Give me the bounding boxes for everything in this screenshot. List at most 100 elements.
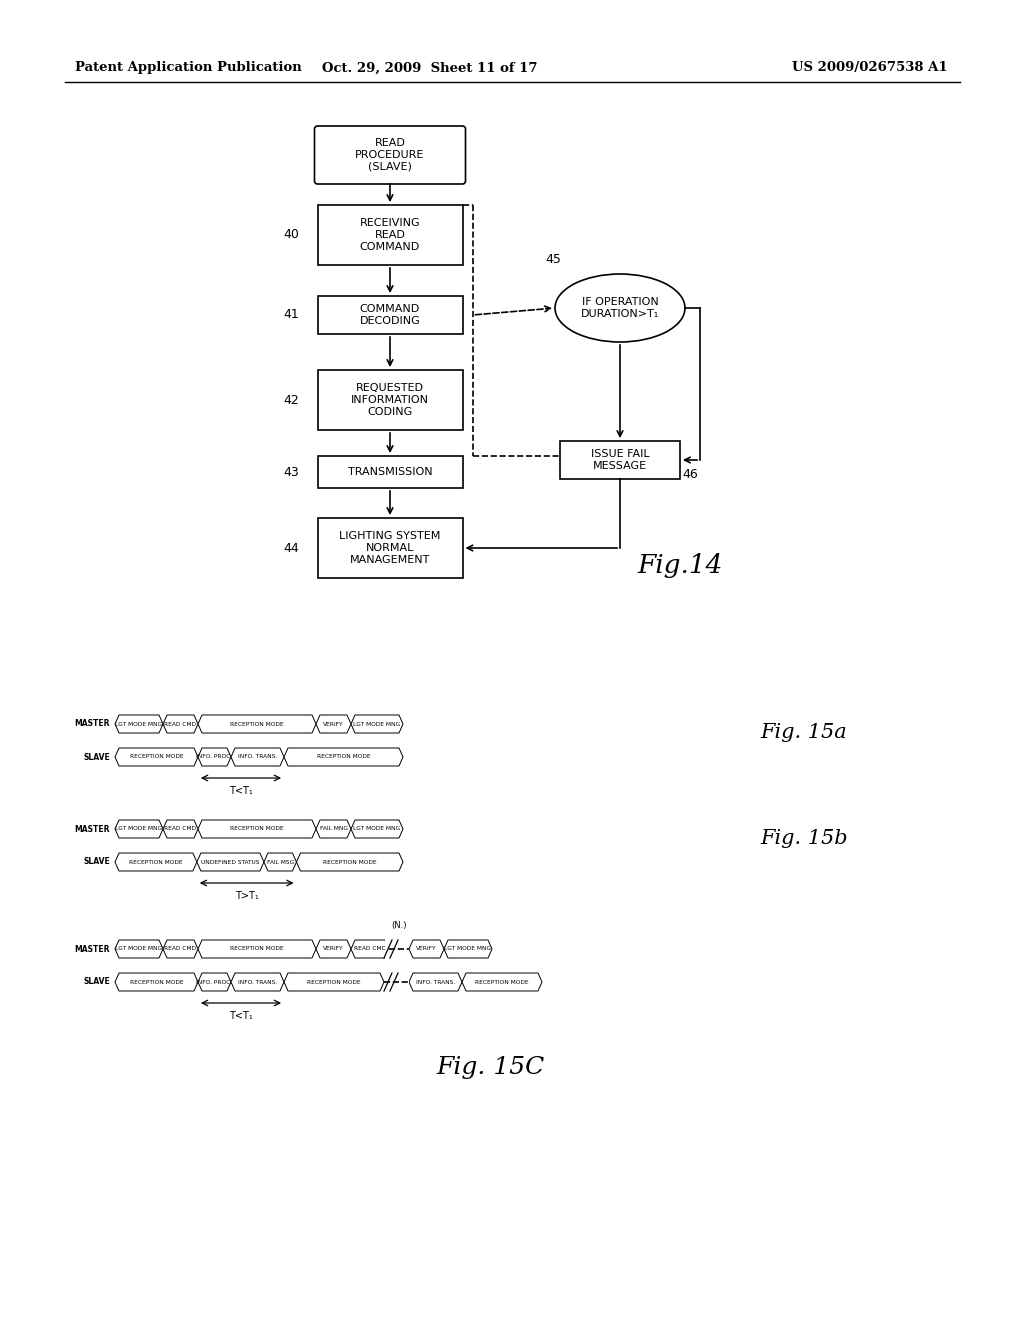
Polygon shape xyxy=(197,853,264,871)
Text: SLAVE: SLAVE xyxy=(83,978,110,986)
Text: MASTER: MASTER xyxy=(75,719,110,729)
Text: INFO. TRANS.: INFO. TRANS. xyxy=(238,755,278,759)
FancyBboxPatch shape xyxy=(317,296,463,334)
Polygon shape xyxy=(351,820,403,838)
Polygon shape xyxy=(284,748,403,766)
Polygon shape xyxy=(316,820,351,838)
Polygon shape xyxy=(284,973,384,991)
Text: INFO. TRANS.: INFO. TRANS. xyxy=(416,979,455,985)
Polygon shape xyxy=(462,973,542,991)
Text: RECEPTION MODE: RECEPTION MODE xyxy=(129,859,182,865)
Text: LGT MODE MNG: LGT MODE MNG xyxy=(116,946,163,952)
Text: (N.): (N.) xyxy=(391,921,407,931)
Text: LGT MODE MNG: LGT MODE MNG xyxy=(353,722,400,726)
Polygon shape xyxy=(115,820,163,838)
Polygon shape xyxy=(115,748,198,766)
Text: COMMAND
DECODING: COMMAND DECODING xyxy=(359,304,421,326)
Text: SLAVE: SLAVE xyxy=(83,752,110,762)
Text: VERIFY: VERIFY xyxy=(324,722,344,726)
Text: LGT MODE MNG: LGT MODE MNG xyxy=(444,946,492,952)
Ellipse shape xyxy=(555,275,685,342)
Text: RECEPTION MODE: RECEPTION MODE xyxy=(307,979,360,985)
Text: READ CMD: READ CMD xyxy=(165,946,197,952)
Text: UNDEFINED STATUS: UNDEFINED STATUS xyxy=(201,859,260,865)
Text: READ CMD: READ CMD xyxy=(165,826,197,832)
Text: MASTER: MASTER xyxy=(75,825,110,833)
Polygon shape xyxy=(115,853,197,871)
Polygon shape xyxy=(198,940,316,958)
Text: 43: 43 xyxy=(284,466,299,479)
Text: IF OPERATION
DURATION>T₁: IF OPERATION DURATION>T₁ xyxy=(581,297,659,319)
Polygon shape xyxy=(297,853,403,871)
Text: Fig. 15b: Fig. 15b xyxy=(760,829,848,847)
Text: 44: 44 xyxy=(284,541,299,554)
FancyBboxPatch shape xyxy=(385,972,409,993)
Text: LGT MODE MNG: LGT MODE MNG xyxy=(116,826,163,832)
Text: RECEIVING
READ
COMMAND: RECEIVING READ COMMAND xyxy=(359,218,420,252)
Polygon shape xyxy=(231,748,284,766)
Text: 46: 46 xyxy=(682,469,697,480)
Polygon shape xyxy=(115,940,163,958)
Text: Patent Application Publication: Patent Application Publication xyxy=(75,62,302,74)
Text: INFO. TRANS.: INFO. TRANS. xyxy=(238,979,278,985)
Text: RECEPTION MODE: RECEPTION MODE xyxy=(230,826,284,832)
Text: Oct. 29, 2009  Sheet 11 of 17: Oct. 29, 2009 Sheet 11 of 17 xyxy=(323,62,538,74)
Text: VERIFY: VERIFY xyxy=(324,946,344,952)
Text: T>T₁: T>T₁ xyxy=(234,891,258,902)
Polygon shape xyxy=(198,973,231,991)
Polygon shape xyxy=(444,940,492,958)
FancyBboxPatch shape xyxy=(385,939,409,960)
Polygon shape xyxy=(316,715,351,733)
FancyBboxPatch shape xyxy=(317,370,463,430)
Text: RECEPTION MODE: RECEPTION MODE xyxy=(475,979,528,985)
Text: RECEPTION MODE: RECEPTION MODE xyxy=(230,722,284,726)
Polygon shape xyxy=(351,715,403,733)
Text: READ CMD: READ CMD xyxy=(354,946,386,952)
Text: 45: 45 xyxy=(545,253,561,267)
Polygon shape xyxy=(198,748,231,766)
Text: Fig. 15C: Fig. 15C xyxy=(436,1056,544,1078)
Polygon shape xyxy=(409,940,444,958)
Polygon shape xyxy=(163,715,198,733)
Text: 41: 41 xyxy=(284,309,299,322)
FancyBboxPatch shape xyxy=(317,455,463,488)
Text: TRANSMISSION: TRANSMISSION xyxy=(348,467,432,477)
Text: RECEPTION MODE: RECEPTION MODE xyxy=(323,859,377,865)
Text: VERIFY: VERIFY xyxy=(416,946,437,952)
Polygon shape xyxy=(198,715,316,733)
Text: LGT MODE MNG: LGT MODE MNG xyxy=(353,826,400,832)
Polygon shape xyxy=(115,715,163,733)
Polygon shape xyxy=(115,973,198,991)
Polygon shape xyxy=(264,853,297,871)
Text: READ CMD: READ CMD xyxy=(165,722,197,726)
Text: 42: 42 xyxy=(284,393,299,407)
Polygon shape xyxy=(409,973,462,991)
Text: REQUESTED
INFORMATION
CODING: REQUESTED INFORMATION CODING xyxy=(351,383,429,417)
Text: Fig. 15a: Fig. 15a xyxy=(760,723,847,742)
Text: RECEPTION MODE: RECEPTION MODE xyxy=(230,946,284,952)
Text: FAIL MSG: FAIL MSG xyxy=(266,859,294,865)
Text: SLAVE: SLAVE xyxy=(83,858,110,866)
Polygon shape xyxy=(316,940,351,958)
Polygon shape xyxy=(351,940,389,958)
FancyBboxPatch shape xyxy=(560,441,680,479)
Text: FAIL MNG: FAIL MNG xyxy=(319,826,347,832)
Text: RECEPTION MODE: RECEPTION MODE xyxy=(130,755,183,759)
Text: 40: 40 xyxy=(284,228,299,242)
Polygon shape xyxy=(163,820,198,838)
FancyBboxPatch shape xyxy=(317,205,463,265)
Polygon shape xyxy=(163,940,198,958)
Text: LGT MODE MNG: LGT MODE MNG xyxy=(116,722,163,726)
FancyBboxPatch shape xyxy=(317,517,463,578)
Text: READ
PROCEDURE
(SLAVE): READ PROCEDURE (SLAVE) xyxy=(355,139,425,172)
Text: RECEPTION MODE: RECEPTION MODE xyxy=(130,979,183,985)
Polygon shape xyxy=(198,820,316,838)
Text: T<T₁: T<T₁ xyxy=(229,1011,253,1020)
Text: US 2009/0267538 A1: US 2009/0267538 A1 xyxy=(793,62,948,74)
Text: MASTER: MASTER xyxy=(75,945,110,953)
Text: Fig.14: Fig.14 xyxy=(637,553,723,578)
Polygon shape xyxy=(231,973,284,991)
Text: ISSUE FAIL
MESSAGE: ISSUE FAIL MESSAGE xyxy=(591,449,649,471)
Text: INFO. PROC.: INFO. PROC. xyxy=(197,979,232,985)
Text: T<T₁: T<T₁ xyxy=(229,785,253,796)
